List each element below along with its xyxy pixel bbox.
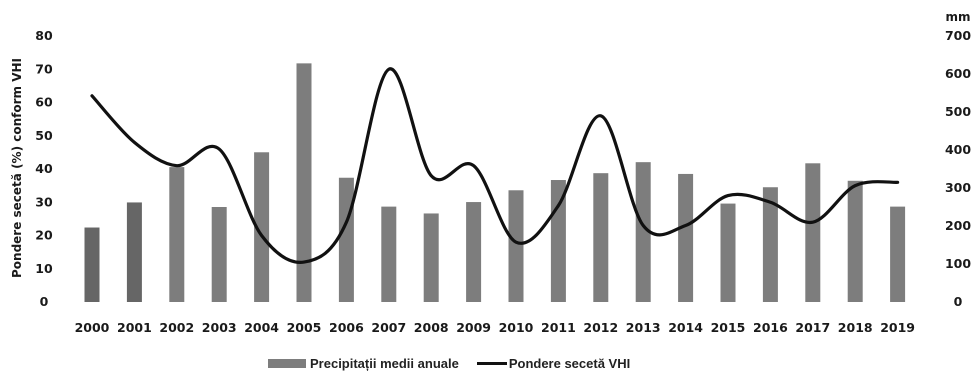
precipitation-bar: [296, 63, 312, 302]
left-axis-title: Pondere secetă (%) conform VHI: [10, 58, 24, 278]
x-tick-label: 2005: [287, 320, 322, 335]
x-tick-label: 2010: [499, 320, 534, 335]
bar-series: [84, 63, 906, 302]
x-tick-label: 2011: [541, 320, 576, 335]
left-tick-label: 0: [40, 294, 49, 309]
right-tick-label: 400: [945, 142, 971, 157]
x-tick-label: 2004: [244, 320, 279, 335]
legend-item-precipitation: Precipitații medii anuale: [268, 356, 459, 371]
precipitation-bar: [254, 152, 270, 302]
left-tick-label: 70: [35, 61, 53, 76]
precipitation-bar: [169, 167, 185, 302]
left-tick-label: 40: [35, 161, 53, 176]
legend: Precipitații medii anuale Pondere secetă…: [268, 356, 648, 371]
left-tick-label: 10: [35, 261, 53, 276]
precipitation-bar: [423, 213, 439, 302]
drought-line: [90, 67, 900, 264]
precipitation-bar: [890, 206, 906, 302]
legend-item-drought: Pondere secetă VHI: [476, 356, 631, 371]
x-tick-label: 2012: [583, 320, 618, 335]
x-tick-label: 2018: [838, 320, 873, 335]
x-axis: 2000 2001 2002 2003 2004 2005 2006 2007 2008 2009…: [75, 320, 915, 335]
right-tick-label: 200: [945, 218, 971, 233]
right-tick-label: 600: [945, 66, 971, 81]
left-tick-label: 50: [35, 128, 53, 143]
x-tick-label: 2015: [711, 320, 746, 335]
right-tick-label: 500: [945, 104, 971, 119]
right-axis: 0 100 200 300 400 500 600 700: [945, 28, 971, 309]
legend-line-swatch: [476, 362, 507, 365]
right-tick-label: 300: [945, 180, 971, 195]
right-tick-label: 100: [945, 256, 971, 271]
x-tick-label: 2001: [117, 320, 152, 335]
right-tick-label: 0: [954, 294, 963, 309]
x-tick-label: 2006: [329, 320, 364, 335]
precipitation-bar: [381, 206, 397, 302]
legend-bar-swatch: [268, 359, 306, 368]
precipitation-bar: [805, 163, 821, 302]
left-tick-label: 60: [35, 95, 53, 110]
precipitation-bar: [466, 202, 482, 302]
precipitation-bar: [593, 173, 609, 302]
precipitation-bar: [847, 180, 863, 302]
x-tick-label: 2017: [795, 320, 830, 335]
x-tick-label: 2013: [626, 320, 661, 335]
line-series: [90, 67, 900, 264]
precipitation-bar: [635, 162, 651, 302]
legend-label-precipitation: Precipitații medii anuale: [310, 356, 459, 371]
x-tick-label: 2007: [371, 320, 406, 335]
precipitation-bar: [678, 173, 694, 302]
precipitation-bar: [126, 202, 142, 302]
x-tick-label: 2008: [414, 320, 449, 335]
right-axis-unit: mm: [945, 10, 970, 24]
precipitation-bar: [720, 203, 736, 302]
x-tick-label: 2000: [75, 320, 110, 335]
precipitation-bar: [211, 207, 227, 302]
x-tick-label: 2002: [159, 320, 194, 335]
precipitation-bar: [84, 227, 100, 302]
right-tick-label: 700: [945, 28, 971, 43]
precipitation-bar: [508, 190, 524, 302]
left-tick-label: 30: [35, 194, 53, 209]
legend-label-drought: Pondere secetă VHI: [508, 356, 631, 371]
x-tick-label: 2019: [880, 320, 915, 335]
precipitation-bar: [338, 177, 354, 302]
x-tick-label: 2009: [456, 320, 491, 335]
x-tick-label: 2003: [202, 320, 237, 335]
x-tick-label: 2016: [753, 320, 788, 335]
left-tick-label: 80: [35, 28, 53, 43]
x-tick-label: 2014: [668, 320, 703, 335]
left-tick-label: 20: [35, 228, 53, 243]
left-axis: 0 10 20 30 40 50 60 70 80: [35, 28, 53, 309]
precipitation-bar: [762, 187, 778, 302]
